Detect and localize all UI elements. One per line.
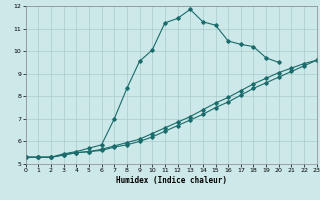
X-axis label: Humidex (Indice chaleur): Humidex (Indice chaleur)	[116, 176, 227, 185]
